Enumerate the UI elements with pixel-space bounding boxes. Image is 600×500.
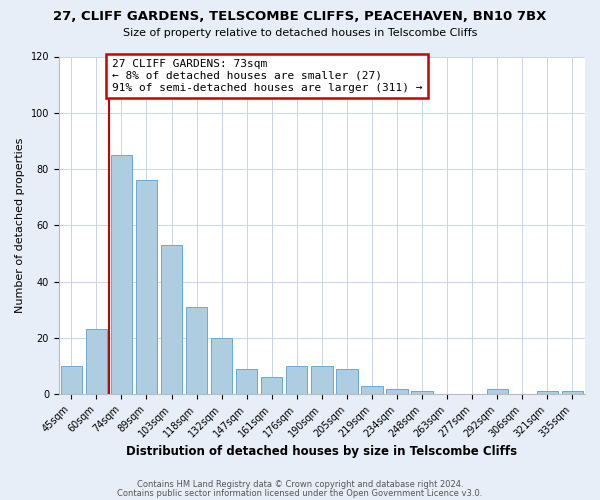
Bar xyxy=(161,245,182,394)
Y-axis label: Number of detached properties: Number of detached properties xyxy=(15,138,25,313)
Bar xyxy=(236,369,257,394)
Bar xyxy=(336,369,358,394)
Bar xyxy=(286,366,307,394)
Bar xyxy=(261,378,283,394)
Bar xyxy=(537,392,558,394)
Bar xyxy=(61,366,82,394)
Bar xyxy=(211,338,232,394)
Bar xyxy=(111,155,132,394)
Bar xyxy=(487,388,508,394)
Text: Contains public sector information licensed under the Open Government Licence v3: Contains public sector information licen… xyxy=(118,490,482,498)
Text: 27 CLIFF GARDENS: 73sqm
← 8% of detached houses are smaller (27)
91% of semi-det: 27 CLIFF GARDENS: 73sqm ← 8% of detached… xyxy=(112,60,422,92)
Bar xyxy=(412,392,433,394)
Bar xyxy=(311,366,332,394)
Bar xyxy=(361,386,383,394)
Bar xyxy=(562,392,583,394)
Bar xyxy=(186,307,207,394)
Text: Size of property relative to detached houses in Telscombe Cliffs: Size of property relative to detached ho… xyxy=(123,28,477,38)
Text: Contains HM Land Registry data © Crown copyright and database right 2024.: Contains HM Land Registry data © Crown c… xyxy=(137,480,463,489)
Text: 27, CLIFF GARDENS, TELSCOMBE CLIFFS, PEACEHAVEN, BN10 7BX: 27, CLIFF GARDENS, TELSCOMBE CLIFFS, PEA… xyxy=(53,10,547,23)
X-axis label: Distribution of detached houses by size in Telscombe Cliffs: Distribution of detached houses by size … xyxy=(127,444,517,458)
Bar xyxy=(136,180,157,394)
Bar xyxy=(86,330,107,394)
Bar xyxy=(386,388,408,394)
